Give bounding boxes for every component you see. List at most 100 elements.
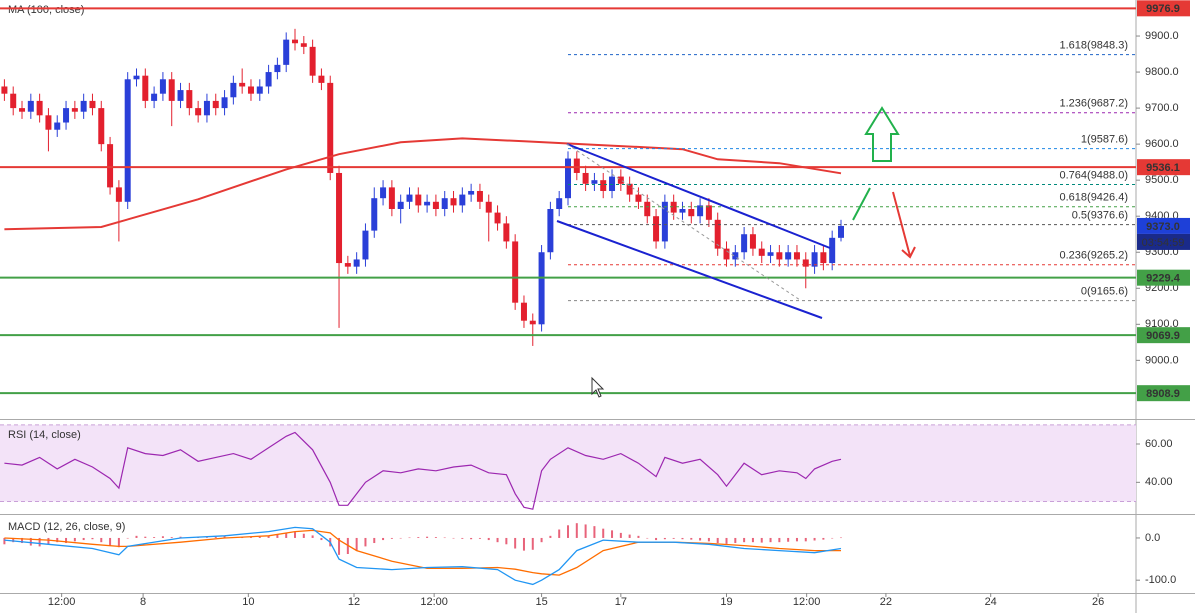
candle-body <box>415 194 422 206</box>
level-label: 9069.9 <box>1146 330 1180 342</box>
histogram-bar <box>804 537 807 542</box>
histogram-bar <box>426 536 429 538</box>
candle-body <box>749 234 756 249</box>
histogram-bar <box>100 537 103 543</box>
histogram-bar <box>302 533 305 538</box>
histogram-bar <box>267 535 270 538</box>
histogram-bar <box>214 536 217 538</box>
histogram-bar <box>29 537 32 546</box>
histogram-bar <box>179 536 182 538</box>
histogram-bar <box>241 537 244 539</box>
countdown-label: 03:54:59 <box>1142 237 1185 249</box>
candle-body <box>635 194 642 202</box>
cursor <box>591 376 605 398</box>
candle-body <box>353 259 360 267</box>
indicator-title: MA (100, close) <box>8 4 84 16</box>
histogram-bar <box>470 537 473 540</box>
candle-body <box>459 194 466 206</box>
histogram-bar <box>285 532 288 538</box>
histogram-bar <box>223 536 226 538</box>
y-tick-label: 60.00 <box>1145 438 1173 450</box>
histogram-bar <box>514 537 517 549</box>
fib-trend <box>566 143 801 301</box>
candle-body <box>19 108 26 112</box>
histogram-bar <box>443 537 446 539</box>
candle-body <box>388 187 395 209</box>
histogram-bar <box>91 537 94 540</box>
x-tick-label: 17 <box>615 596 627 608</box>
last-price-tag <box>1137 217 1190 234</box>
histogram-bar <box>144 536 147 538</box>
histogram-bar <box>575 523 578 538</box>
histogram-bar <box>452 537 455 539</box>
level-label: 8908.9 <box>1146 388 1180 400</box>
channel-upper <box>566 143 831 249</box>
up-stroke <box>852 187 871 221</box>
histogram-bar <box>681 537 684 540</box>
level-tag <box>1137 385 1190 402</box>
histogram-bar <box>294 532 297 538</box>
histogram-bar <box>311 535 314 538</box>
candle-body <box>424 201 431 206</box>
histogram-bar <box>496 537 499 543</box>
histogram-bar <box>135 535 138 538</box>
level-tag <box>1137 327 1190 344</box>
candle-body <box>159 79 166 94</box>
candle-body <box>124 79 131 202</box>
x-tick-label: 15 <box>535 596 547 608</box>
down-arrow <box>892 191 916 259</box>
histogram-bar <box>258 536 261 538</box>
candle-body <box>476 190 483 202</box>
candle-body <box>512 241 519 303</box>
candle-body <box>309 46 316 76</box>
histogram-bar <box>646 537 649 539</box>
histogram-bar <box>611 530 614 538</box>
histogram-bar <box>73 537 76 542</box>
candle-body <box>529 320 536 325</box>
histogram-bar <box>21 537 24 544</box>
rsi-band <box>0 424 1136 502</box>
candle-body <box>653 216 660 242</box>
candle-body <box>670 201 677 213</box>
histogram-bar <box>760 537 763 543</box>
candle-body <box>494 212 501 224</box>
candle-body <box>609 176 616 191</box>
y-tick-label: 0.0 <box>1145 532 1160 544</box>
histogram-bar <box>734 537 737 544</box>
rsi-line <box>4 431 842 510</box>
x-tick-label: 10 <box>242 596 254 608</box>
histogram-bar <box>320 537 323 541</box>
candle-body <box>336 172 343 264</box>
x-tick-label: 12:00 <box>420 596 448 608</box>
candle-body <box>432 201 439 209</box>
x-tick-label: 12:00 <box>48 596 76 608</box>
candle-body <box>705 205 712 220</box>
candle-body <box>203 100 210 116</box>
histogram-bar <box>558 529 561 538</box>
candle-body <box>380 187 387 199</box>
histogram-bar <box>3 537 6 545</box>
candle-body <box>283 39 290 65</box>
y-tick-label: -100.0 <box>1145 574 1176 586</box>
candle-body <box>600 180 607 191</box>
candle-body <box>617 176 624 184</box>
histogram-bar <box>549 535 552 538</box>
candle-body <box>186 90 193 109</box>
candle-body <box>256 86 263 94</box>
candle-body <box>239 82 246 87</box>
candle-body <box>591 180 598 184</box>
candle-body <box>230 82 237 98</box>
histogram-bar <box>408 537 411 539</box>
histogram-bar <box>355 537 358 551</box>
candle-body <box>468 190 475 195</box>
histogram-bar <box>593 526 596 538</box>
histogram-bar <box>707 537 710 542</box>
candle-body <box>274 64 281 73</box>
candle-body <box>732 252 739 260</box>
candle-body <box>837 225 844 238</box>
histogram-bar <box>390 537 393 539</box>
candle-body <box>247 86 254 94</box>
histogram-bar <box>276 534 279 538</box>
y-tick-label: 9600.0 <box>1145 138 1179 150</box>
